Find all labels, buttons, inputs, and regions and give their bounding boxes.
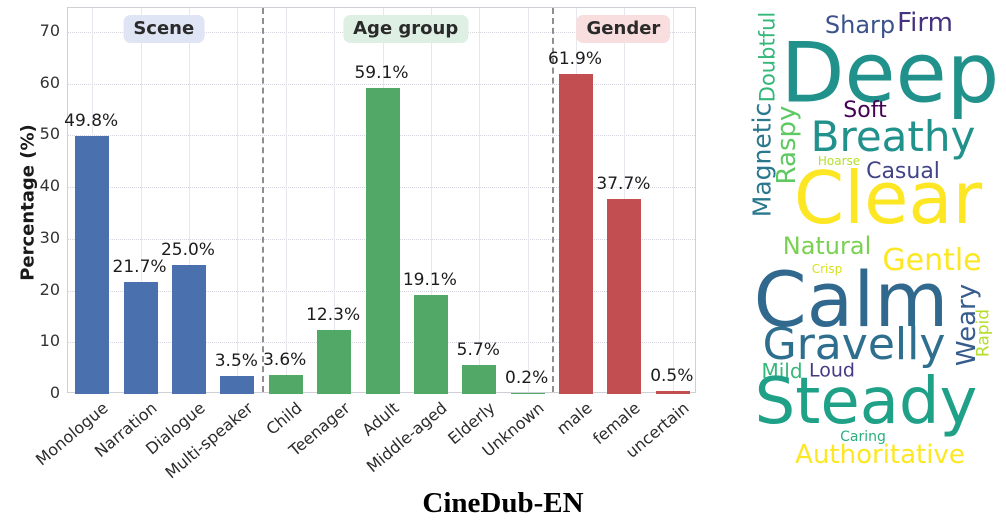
bar [365,88,400,394]
group-label: Age group [343,15,469,43]
cloud-word: Sharp [824,11,896,39]
cloud-word: Gravelly [762,319,946,370]
group-label: Gender [576,15,671,43]
cloud-word: Caring [840,429,886,445]
v-gridline [672,8,674,392]
cloud-word: Deep [780,24,1000,122]
cloud-word: Natural [782,232,872,260]
bar-value-label: 5.7% [456,339,500,360]
bar [655,391,690,394]
v-gridline [430,8,432,392]
y-tick-label: 0 [49,383,60,402]
bar [123,281,158,394]
bar [75,136,110,394]
group-separator [261,8,264,392]
cloud-word: Calm [753,255,949,344]
y-tick-label: 50 [39,124,60,144]
cloud-word: Steady [754,365,978,439]
bar-value-label: 61.9% [548,48,603,69]
bar-value-label: 0.5% [650,366,694,387]
bar [607,198,642,394]
group-label: Scene [123,15,205,43]
bar-value-label: 25.0% [160,239,215,260]
group-separator [551,8,554,392]
v-gridline [479,8,481,392]
cloud-word: Breathy [810,112,976,161]
h-gridline [68,83,695,85]
y-tick-label: 60 [39,72,60,92]
v-gridline [237,8,239,392]
cloud-word: Loud [809,359,855,382]
bar-value-label: 3.5% [214,350,258,371]
y-tick-label: 20 [39,279,60,299]
cloud-word: Authoritative [795,440,965,470]
bar-value-label: 3.6% [263,350,307,371]
bar [510,392,545,394]
cloud-word: Crisp [811,262,843,276]
y-axis-label: Percentage (%) [17,124,39,281]
cloud-word: Hoarse [817,154,861,168]
y-tick-label: 70 [39,20,60,40]
cloud-word: Doubtful [755,11,780,103]
bar-value-label: 19.1% [402,270,457,291]
y-tick-label: 40 [39,176,60,196]
cloud-word: Casual [866,159,940,184]
bar [171,264,206,394]
bar-value-label: 59.1% [354,63,409,84]
v-gridline [188,8,190,392]
bar-value-label: 37.7% [596,173,651,194]
cloud-word: Firm [897,8,953,38]
bar-value-label: 49.8% [64,111,119,132]
v-gridline [527,8,529,392]
y-tick-label: 30 [39,227,60,247]
bar [220,375,255,394]
cloud-word: Clear [793,156,983,240]
bar [317,330,352,394]
bar-chart: 0 10 20 30 40 50 60 70 49.8% Monologue 21.7% Narrat… [17,7,696,483]
v-gridline [334,8,336,392]
bar [413,295,448,394]
cloud-word: Magnetic [747,102,777,218]
bar [462,364,497,394]
bar-value-label: 0.2% [505,367,549,388]
bar [268,375,303,394]
cloud-word: Mild [761,359,803,383]
cloud-word: Soft [843,98,887,123]
v-gridline [140,8,142,392]
x-tick-label: Monologue [32,398,112,470]
bar [559,73,594,394]
bar-value-label: 21.7% [112,256,167,277]
x-tick-label: Multi-speaker [161,398,257,483]
v-gridline [285,8,287,392]
figure-title: CineDub-EN [422,487,584,519]
plot-area [67,7,696,394]
bar-value-label: 12.3% [306,305,361,326]
cloud-word: Gentle [882,243,982,278]
y-tick-label: 10 [39,331,60,351]
cloud-word: Rapid [973,308,994,358]
word-cloud: Doubtful Sharp Firm Deep Soft Breathy Magnetic… [700,0,1006,485]
